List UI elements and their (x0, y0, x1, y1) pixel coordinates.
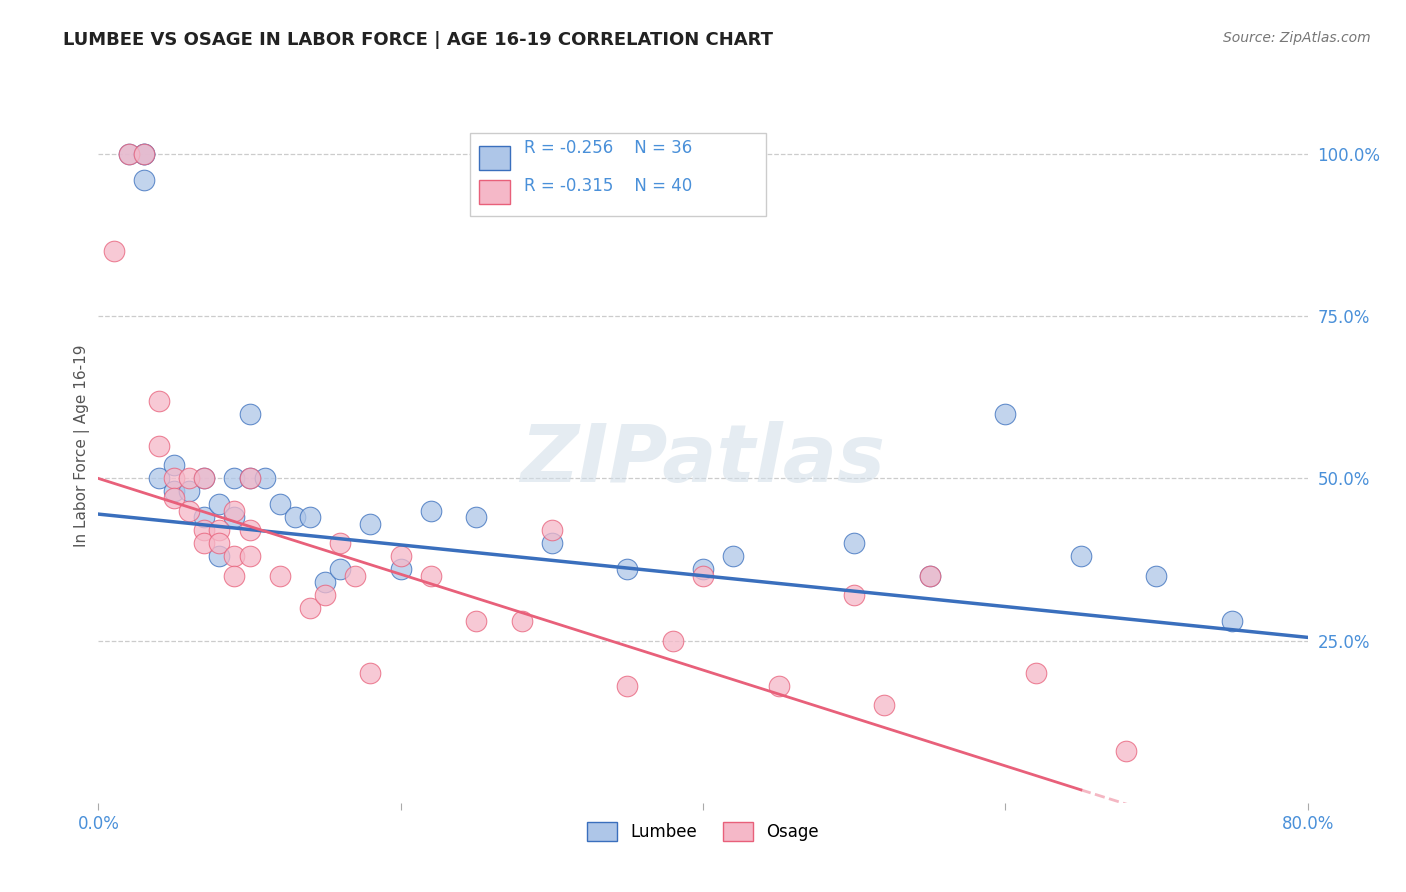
Point (465, 510, 488, 524)
Point (1024, 666, 1046, 681)
Point (253, 471, 276, 485)
Point (1115, 744, 1137, 758)
Point (873, 698, 896, 713)
Point (239, 471, 262, 485)
Point (239, 524, 262, 538)
Text: R = -0.256    N = 36: R = -0.256 N = 36 (524, 139, 692, 157)
Point (224, 568, 246, 582)
Point (148, 471, 170, 485)
Text: ZIPatlas: ZIPatlas (520, 421, 886, 500)
Point (510, 614, 533, 628)
FancyBboxPatch shape (479, 180, 509, 204)
Point (208, 549, 231, 564)
Point (540, 536, 562, 550)
Point (284, 510, 307, 524)
Point (329, 562, 352, 576)
Point (299, 510, 322, 524)
Point (616, 562, 638, 576)
Point (269, 568, 291, 582)
Point (1220, 614, 1243, 628)
Point (616, 679, 638, 693)
Point (389, 562, 412, 576)
Legend: Lumbee, Osage: Lumbee, Osage (581, 815, 825, 848)
Point (918, 568, 941, 582)
Point (344, 568, 367, 582)
Point (1144, 568, 1167, 582)
FancyBboxPatch shape (470, 134, 766, 216)
Point (360, 516, 382, 531)
Point (239, 471, 262, 485)
Point (208, 524, 231, 538)
Point (239, 549, 262, 564)
Point (1070, 549, 1092, 564)
Point (692, 562, 714, 576)
Point (314, 575, 336, 590)
Text: R = -0.315    N = 40: R = -0.315 N = 40 (524, 177, 692, 194)
Point (661, 633, 683, 648)
Point (269, 497, 291, 511)
Point (163, 471, 186, 485)
Point (148, 439, 170, 453)
Point (132, 173, 155, 187)
Point (844, 588, 866, 602)
Point (420, 568, 443, 582)
Point (163, 458, 186, 473)
Point (540, 524, 562, 538)
Y-axis label: In Labor Force | Age 16-19: In Labor Force | Age 16-19 (75, 344, 90, 548)
Point (132, 147, 155, 161)
Point (299, 601, 322, 615)
Point (193, 536, 215, 550)
Point (193, 510, 215, 524)
Point (994, 407, 1017, 421)
Point (179, 484, 201, 499)
Point (163, 484, 186, 499)
Point (179, 504, 201, 518)
Point (420, 504, 443, 518)
Point (224, 471, 246, 485)
Point (723, 549, 745, 564)
Point (148, 393, 170, 408)
Point (132, 147, 155, 161)
Point (314, 588, 336, 602)
Point (918, 568, 941, 582)
Point (360, 666, 382, 681)
Point (103, 244, 125, 259)
Point (224, 510, 246, 524)
Point (768, 679, 790, 693)
Point (844, 536, 866, 550)
Point (389, 549, 412, 564)
Text: Source: ZipAtlas.com: Source: ZipAtlas.com (1223, 31, 1371, 45)
Point (224, 504, 246, 518)
Point (329, 536, 352, 550)
Point (692, 568, 714, 582)
Point (239, 407, 262, 421)
Point (179, 471, 201, 485)
Point (193, 471, 215, 485)
Text: LUMBEE VS OSAGE IN LABOR FORCE | AGE 16-19 CORRELATION CHART: LUMBEE VS OSAGE IN LABOR FORCE | AGE 16-… (63, 31, 773, 49)
Point (208, 497, 231, 511)
Point (224, 549, 246, 564)
Point (118, 147, 141, 161)
Point (208, 536, 231, 550)
Point (118, 147, 141, 161)
Point (193, 524, 215, 538)
Point (193, 471, 215, 485)
Point (132, 147, 155, 161)
FancyBboxPatch shape (479, 146, 509, 169)
Point (465, 614, 488, 628)
Point (163, 491, 186, 505)
